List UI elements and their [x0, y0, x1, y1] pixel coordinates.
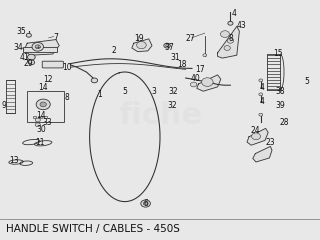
Text: 6: 6: [143, 199, 148, 209]
Polygon shape: [132, 39, 152, 52]
Text: 39: 39: [275, 101, 285, 110]
Text: 5: 5: [122, 87, 127, 96]
Circle shape: [28, 60, 35, 65]
Text: 43: 43: [237, 21, 246, 30]
Text: 32: 32: [167, 101, 177, 110]
Circle shape: [190, 82, 197, 87]
Text: 1: 1: [97, 90, 101, 99]
Text: 3: 3: [152, 87, 157, 96]
Circle shape: [164, 43, 170, 48]
Text: 29: 29: [24, 59, 34, 68]
Text: 4: 4: [231, 9, 236, 18]
Circle shape: [35, 118, 40, 122]
Circle shape: [36, 99, 50, 110]
Text: 8: 8: [65, 93, 69, 102]
Text: 40: 40: [191, 74, 201, 83]
Text: fiche: fiche: [118, 101, 202, 130]
Text: 18: 18: [178, 60, 187, 69]
FancyBboxPatch shape: [44, 116, 47, 118]
Text: 13: 13: [10, 156, 19, 165]
Circle shape: [259, 113, 263, 116]
Polygon shape: [247, 128, 268, 145]
Text: HANDLE SWITCH / CABLES - 450S: HANDLE SWITCH / CABLES - 450S: [6, 224, 180, 234]
Polygon shape: [218, 26, 239, 58]
Text: 23: 23: [266, 138, 275, 147]
Text: 28: 28: [279, 118, 289, 127]
Text: 7: 7: [53, 33, 59, 42]
Circle shape: [143, 202, 148, 205]
Text: 38: 38: [275, 87, 285, 96]
Text: 27: 27: [186, 34, 195, 43]
Text: 5: 5: [305, 77, 310, 86]
Text: 15: 15: [274, 49, 283, 59]
Circle shape: [165, 44, 169, 47]
Text: 9: 9: [1, 101, 6, 110]
Text: 8: 8: [228, 34, 233, 43]
Text: 4: 4: [259, 97, 264, 107]
Text: 11: 11: [35, 138, 45, 147]
Text: 32: 32: [168, 87, 178, 96]
Text: 41: 41: [19, 53, 29, 62]
Text: 31: 31: [171, 53, 180, 62]
Circle shape: [224, 46, 230, 50]
Text: 2: 2: [111, 46, 116, 55]
FancyBboxPatch shape: [33, 116, 36, 118]
Circle shape: [137, 42, 146, 49]
Text: 14: 14: [38, 83, 48, 92]
Polygon shape: [197, 75, 221, 91]
Polygon shape: [253, 146, 272, 162]
Text: 35: 35: [16, 27, 26, 36]
Circle shape: [35, 45, 40, 49]
Circle shape: [141, 200, 150, 207]
Text: 37: 37: [165, 43, 174, 53]
Text: 14: 14: [36, 111, 46, 120]
Text: 33: 33: [43, 118, 52, 127]
Text: 17: 17: [195, 65, 205, 74]
Text: 19: 19: [134, 34, 144, 43]
Text: 24: 24: [251, 126, 260, 135]
Circle shape: [35, 123, 40, 127]
Circle shape: [259, 79, 263, 82]
FancyBboxPatch shape: [23, 47, 57, 52]
Circle shape: [28, 54, 35, 60]
FancyBboxPatch shape: [42, 61, 63, 68]
FancyBboxPatch shape: [38, 116, 42, 118]
Circle shape: [252, 133, 260, 140]
Text: 34: 34: [14, 43, 23, 53]
Circle shape: [202, 78, 213, 86]
Circle shape: [26, 33, 31, 37]
Circle shape: [32, 42, 44, 51]
Circle shape: [91, 78, 98, 83]
Circle shape: [203, 54, 207, 57]
Polygon shape: [24, 40, 59, 55]
Text: 10: 10: [62, 63, 72, 72]
Circle shape: [220, 31, 229, 37]
Text: 12: 12: [43, 75, 53, 84]
Circle shape: [259, 93, 263, 96]
Circle shape: [40, 102, 46, 107]
Text: 4: 4: [259, 83, 264, 92]
Circle shape: [228, 21, 233, 25]
Circle shape: [227, 38, 234, 43]
Text: 30: 30: [37, 125, 46, 134]
